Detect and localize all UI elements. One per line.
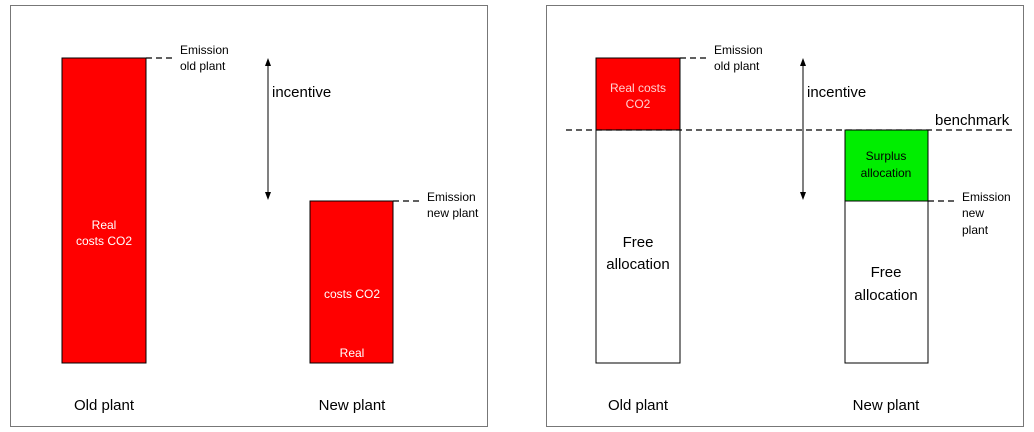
new-plant-bar	[309, 200, 394, 364]
panel	[10, 5, 488, 427]
bar-text: Real	[340, 346, 365, 360]
annotation: new	[962, 206, 984, 220]
annotation: plant	[962, 223, 989, 237]
bar-text: Real costs	[610, 81, 666, 95]
annotation: Emission	[427, 190, 476, 204]
annotation: old plant	[714, 59, 760, 73]
bar-text: costs CO2	[76, 234, 132, 248]
annotation: new plant	[427, 206, 479, 220]
bar-text: Free	[623, 234, 654, 251]
bar-text: allocation	[861, 166, 912, 180]
old-plant-bar	[61, 57, 147, 364]
annotation: Emission	[180, 43, 229, 57]
category-label: Old plant	[608, 397, 669, 414]
category-label: New plant	[853, 397, 921, 414]
old-plant-top	[595, 57, 681, 131]
annotation: Emission	[714, 43, 763, 57]
new-plant-bottom	[844, 200, 929, 364]
category-label: Old plant	[74, 397, 135, 414]
bar-text: costs CO2	[324, 287, 380, 301]
bar-text: Surplus	[866, 149, 907, 163]
bar-text: Real	[92, 218, 117, 232]
annotation: Emission	[962, 190, 1011, 204]
bar-text: allocation	[606, 256, 669, 273]
panel	[546, 5, 1024, 427]
annotation: incentive	[807, 84, 866, 101]
bar-text: Free	[871, 264, 902, 281]
annotation: old plant	[180, 59, 226, 73]
category-label: New plant	[319, 397, 387, 414]
new-plant-top	[844, 129, 929, 202]
bar-text: CO2	[626, 97, 651, 111]
annotation: incentive	[272, 84, 331, 101]
bar-text: allocation	[854, 287, 917, 304]
annotation: benchmark	[935, 112, 1010, 129]
